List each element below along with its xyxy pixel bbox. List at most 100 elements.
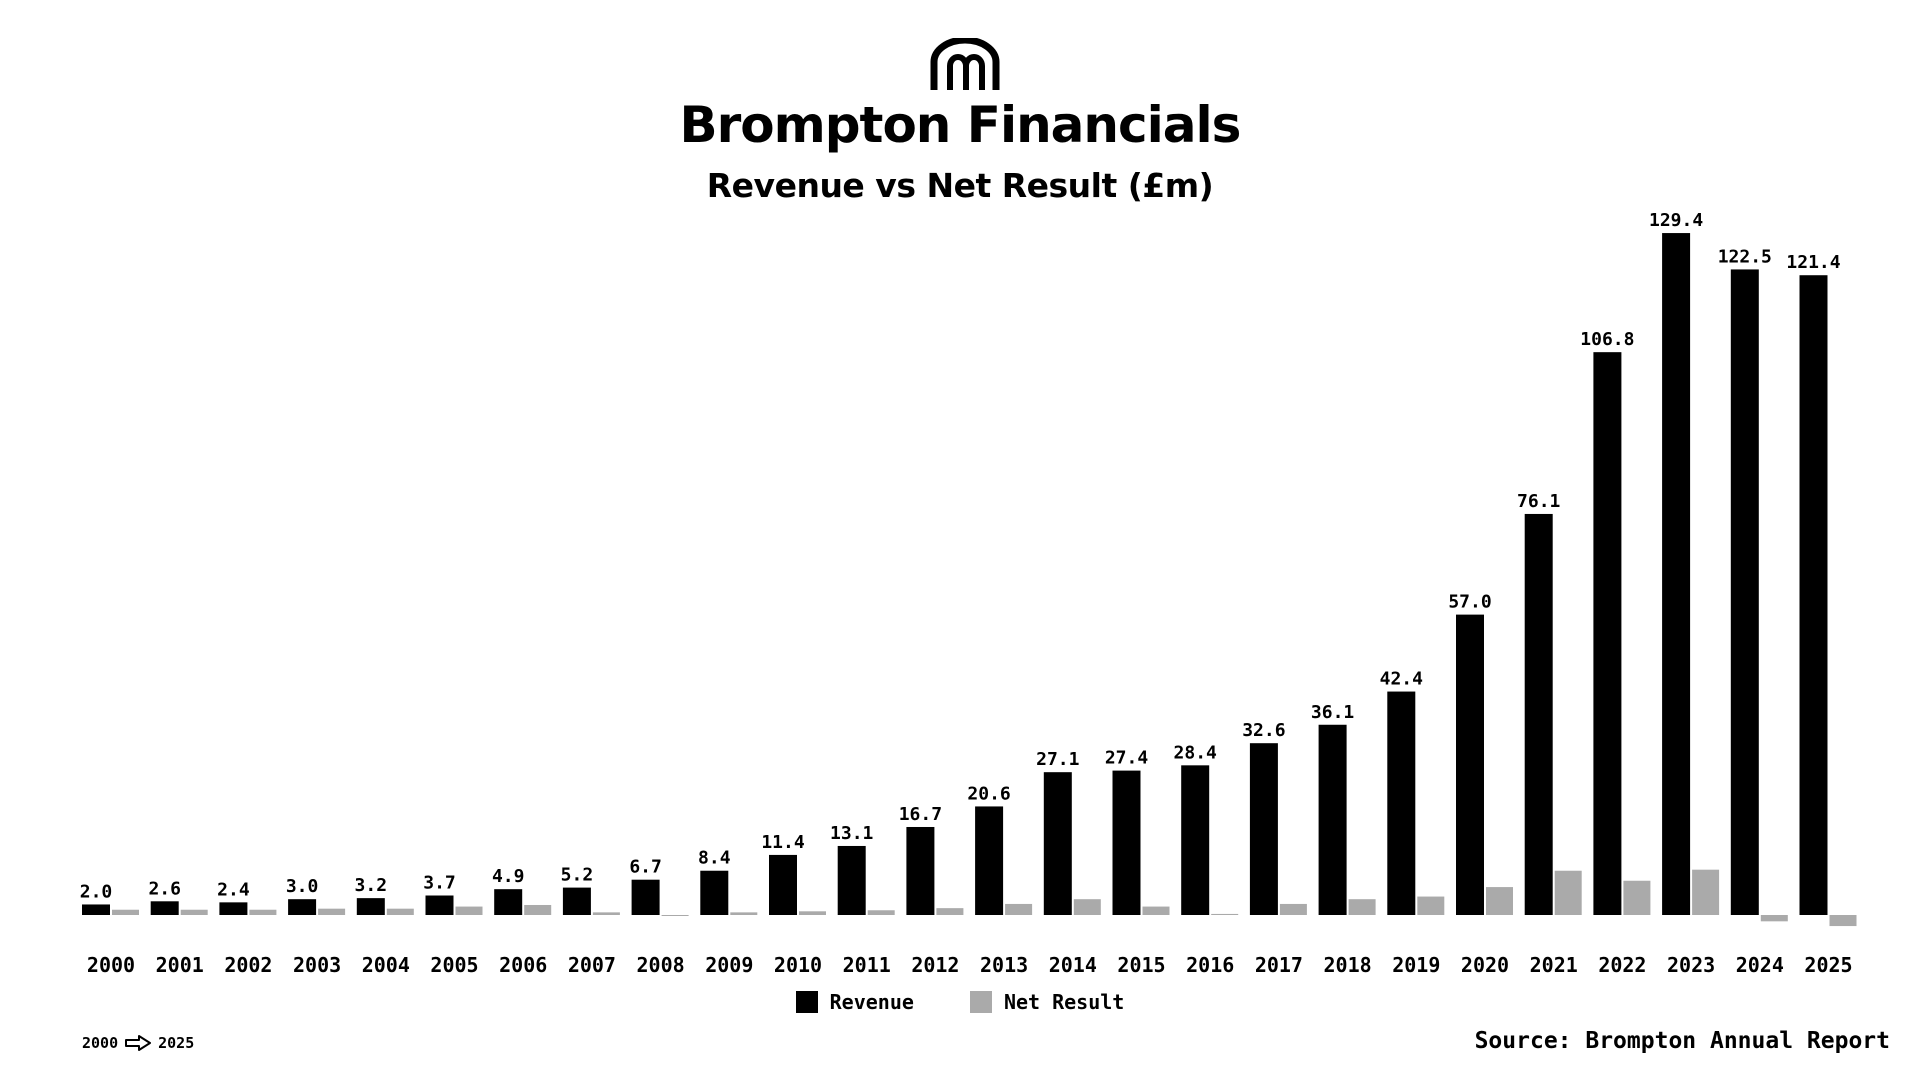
x-tick-label: 2006 <box>499 953 547 977</box>
revenue-value-label: 27.4 <box>1105 748 1149 769</box>
arrow-right-icon <box>125 1035 152 1051</box>
revenue-value-label: 4.9 <box>492 866 525 887</box>
year-range: 2000 2025 <box>82 1034 194 1052</box>
legend-label-revenue: Revenue <box>829 990 914 1014</box>
legend-swatch-net-result <box>969 991 992 1013</box>
x-tick-label: 2001 <box>156 953 204 977</box>
revenue-value-label: 3.0 <box>286 876 319 897</box>
revenue-value-label: 129.4 <box>1649 210 1703 231</box>
revenue-bar <box>1593 352 1622 915</box>
net-result-bar <box>1417 896 1445 915</box>
net-result-bar <box>867 910 895 915</box>
net-result-bar <box>1554 870 1582 915</box>
chart-title: Brompton Financials <box>679 96 1242 154</box>
revenue-value-labels: 2.0 2.6 2.4 3.0 3.2 3.7 4.9 5.2 6.7 8.4 11.4 13.1 16… <box>80 210 1841 902</box>
x-tick-label: 2007 <box>568 953 616 977</box>
net-result-bar <box>936 908 964 915</box>
x-tick-label: 2020 <box>1461 953 1509 977</box>
revenue-bar <box>1456 614 1484 915</box>
net-result-bar <box>661 915 689 916</box>
revenue-bar <box>769 854 797 915</box>
revenue-value-label: 2.4 <box>217 879 250 900</box>
revenue-bar <box>837 845 866 915</box>
net-result-bar <box>1623 880 1651 915</box>
revenue-bar <box>356 898 385 915</box>
revenue-value-label: 42.4 <box>1380 669 1424 690</box>
revenue-bar <box>1043 772 1072 915</box>
revenue-bar <box>562 887 591 915</box>
x-tick-label: 2004 <box>362 953 410 977</box>
x-tick-label: 2024 <box>1736 953 1784 977</box>
chart-subtitle: Revenue vs Net Result (£m) <box>706 166 1214 205</box>
legend-label-net-result: Net Result <box>1003 990 1125 1014</box>
revenue-bar <box>1112 770 1141 915</box>
revenue-value-label: 27.1 <box>1036 749 1079 770</box>
revenue-bar <box>288 899 317 915</box>
revenue-bars <box>82 233 1828 915</box>
revenue-bar <box>700 870 729 915</box>
net-result-bars <box>112 869 1857 927</box>
x-tick-label: 2023 <box>1667 953 1715 977</box>
revenue-value-label: 16.7 <box>899 804 942 825</box>
revenue-value-label: 5.2 <box>561 865 594 886</box>
revenue-bar <box>1318 724 1347 915</box>
revenue-bar <box>150 901 179 915</box>
legend-item-net-result: Net Result <box>969 990 1125 1014</box>
x-tick-label: 2022 <box>1598 953 1646 977</box>
net-result-bar <box>455 906 483 915</box>
revenue-bar <box>425 895 454 915</box>
revenue-bar <box>1662 233 1691 915</box>
revenue-bar <box>1387 691 1416 915</box>
range-end: 2025 <box>158 1034 195 1052</box>
net-result-bar <box>180 909 208 915</box>
x-tick-label: 2019 <box>1392 953 1440 977</box>
revenue-value-label: 36.1 <box>1311 702 1354 723</box>
revenue-value-label: 3.2 <box>355 875 388 896</box>
revenue-bar <box>906 826 935 915</box>
revenue-value-label: 106.8 <box>1580 329 1634 350</box>
net-result-bar <box>1211 913 1239 915</box>
revenue-value-label: 8.4 <box>698 848 731 869</box>
net-result-bar <box>318 908 346 915</box>
x-tick-label: 2009 <box>705 953 753 977</box>
net-result-bar <box>1760 915 1788 922</box>
revenue-bar <box>494 889 523 915</box>
source-note: Source: Brompton Annual Report <box>1474 1028 1890 1054</box>
x-tick-label: 2021 <box>1530 953 1578 977</box>
net-result-bar <box>249 909 277 915</box>
revenue-value-label: 2.6 <box>148 878 181 899</box>
x-tick-label: 2017 <box>1255 953 1303 977</box>
range-start: 2000 <box>82 1034 119 1052</box>
x-tick-label: 2010 <box>774 953 822 977</box>
revenue-value-label: 2.0 <box>80 881 113 902</box>
x-tick-label: 2012 <box>911 953 959 977</box>
net-result-bar <box>1829 915 1857 927</box>
net-result-bar <box>1692 869 1720 915</box>
x-tick-label: 2000 <box>87 953 135 977</box>
revenue-value-label: 20.6 <box>967 783 1010 804</box>
revenue-bar <box>1249 743 1278 915</box>
revenue-bar <box>975 806 1004 915</box>
revenue-value-label: 32.6 <box>1242 720 1285 741</box>
x-tick-label: 2002 <box>224 953 272 977</box>
x-tick-label: 2011 <box>843 953 891 977</box>
net-result-bar <box>1348 899 1376 915</box>
net-result-bar <box>386 908 414 915</box>
x-tick-label: 2008 <box>637 953 685 977</box>
revenue-value-label: 6.7 <box>629 857 662 878</box>
net-result-bar <box>1486 887 1513 915</box>
brompton-logo-icon <box>930 38 1000 90</box>
x-tick-label: 2013 <box>980 953 1028 977</box>
x-axis-tick-labels: 2000 2001 2002 2003 2004 2005 2006 2007 2008 2009… <box>87 953 1853 977</box>
net-result-bar <box>1279 903 1307 915</box>
net-result-bar <box>592 912 620 915</box>
revenue-bar <box>82 904 110 915</box>
net-result-bar <box>524 904 552 915</box>
x-tick-label: 2014 <box>1049 953 1097 977</box>
net-result-bar <box>1005 903 1033 915</box>
net-result-bar <box>1142 906 1170 915</box>
legend-item-revenue: Revenue <box>795 990 914 1014</box>
revenue-value-label: 122.5 <box>1718 246 1772 267</box>
x-tick-label: 2003 <box>293 953 341 977</box>
